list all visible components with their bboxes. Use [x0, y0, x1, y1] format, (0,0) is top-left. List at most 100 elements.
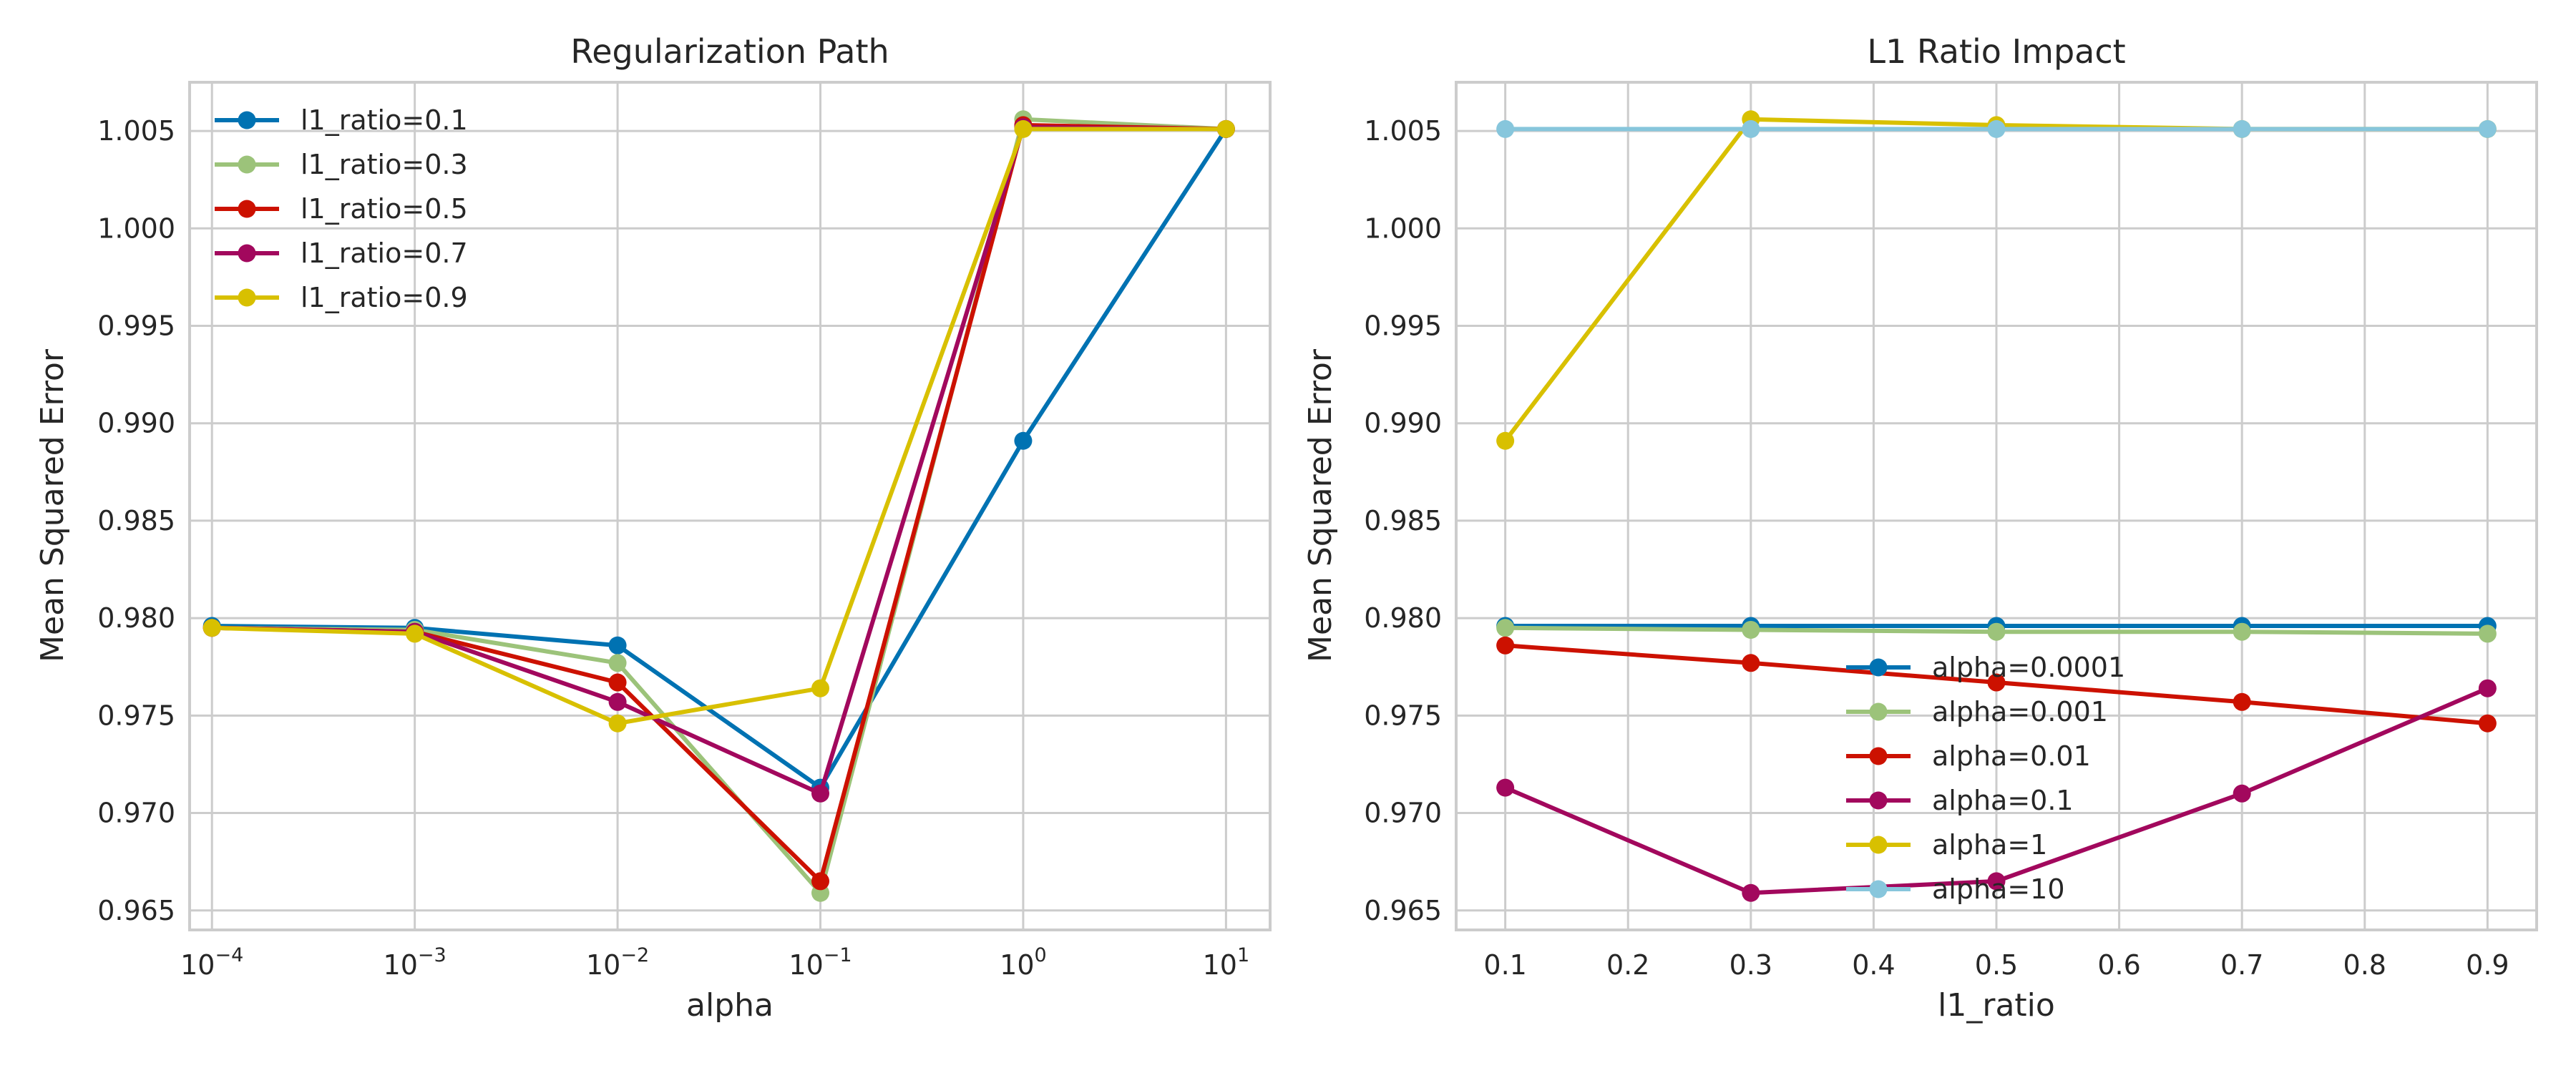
legend-label: alpha=1 — [1932, 829, 2047, 861]
data-point — [1014, 431, 1033, 450]
legend-label: alpha=0.1 — [1932, 785, 2074, 816]
legend-label: alpha=0.001 — [1932, 696, 2108, 727]
legend-swatch-marker — [238, 244, 256, 263]
data-point — [1987, 673, 2006, 692]
legend-label: l1_ratio=0.5 — [301, 193, 468, 225]
legend-swatch-marker — [1869, 880, 1888, 898]
series-line — [1496, 636, 2497, 733]
y-axis-label: Mean Squared Error — [34, 348, 71, 662]
y-tick-label: 0.995 — [1364, 310, 1442, 342]
data-point — [2233, 622, 2251, 641]
y-tick-label: 1.005 — [1364, 115, 1442, 147]
series-line — [1496, 619, 2497, 643]
data-point — [608, 692, 627, 711]
y-tick-label: 0.985 — [1364, 505, 1442, 536]
x-tick-label: 0.5 — [1975, 949, 2018, 981]
x-tick-label: 10−1 — [789, 944, 852, 981]
data-point — [1987, 622, 2006, 641]
x-tick-label: 10−4 — [180, 944, 243, 981]
data-point — [1496, 431, 1515, 450]
x-tick-label: 0.1 — [1483, 949, 1526, 981]
legend-swatch-marker — [1869, 747, 1888, 765]
legend-label: alpha=0.0001 — [1932, 652, 2125, 683]
legend-label: l1_ratio=0.1 — [301, 104, 468, 136]
legend-swatch-marker — [1869, 836, 1888, 854]
series-line — [1496, 119, 2497, 138]
data-point — [811, 784, 830, 803]
legend-item: alpha=0.1 — [1846, 785, 2074, 816]
y-tick-label: 0.970 — [97, 798, 175, 829]
legend-item: l1_ratio=0.9 — [215, 282, 468, 313]
legend-item: l1_ratio=0.1 — [215, 104, 468, 136]
y-tick-label: 0.965 — [97, 895, 175, 926]
data-point — [2478, 624, 2497, 643]
data-point — [608, 636, 627, 655]
data-point — [1496, 119, 1515, 138]
legend-label: alpha=10 — [1932, 873, 2065, 905]
data-point — [2233, 692, 2251, 711]
plot-frame — [1455, 81, 2538, 931]
x-tick-label: 0.4 — [1852, 949, 1895, 981]
legend-swatch-marker — [1869, 702, 1888, 721]
legend-label: l1_ratio=0.9 — [301, 282, 468, 313]
data-point — [811, 679, 830, 697]
data-point — [1014, 119, 1033, 138]
series-path — [212, 127, 1226, 726]
x-axis-label: l1_ratio — [1938, 987, 2055, 1024]
x-tick-label: 0.3 — [1729, 949, 1772, 981]
data-point — [1496, 636, 1515, 655]
data-point — [1987, 119, 2006, 138]
data-point — [608, 654, 627, 672]
data-point — [203, 619, 221, 637]
data-point — [1742, 883, 1760, 902]
y-tick-label: 0.995 — [97, 310, 175, 342]
x-tick-label: 10−3 — [384, 944, 447, 981]
x-tick-label: 101 — [1203, 944, 1250, 981]
legend-item: alpha=0.01 — [1846, 740, 2091, 772]
y-tick-label: 0.965 — [1364, 895, 1442, 926]
y-tick-label: 1.000 — [97, 212, 175, 244]
legend-item: alpha=0.0001 — [1846, 652, 2125, 683]
y-tick-label: 0.980 — [1364, 602, 1442, 634]
y-tick-label: 1.000 — [1364, 212, 1442, 244]
y-tick-label: 0.980 — [97, 602, 175, 634]
legend-item: alpha=1 — [1846, 829, 2047, 861]
legend-swatch-marker — [238, 155, 256, 174]
regularization-path-chart: Regularization Path alpha Mean Squared E… — [34, 32, 1272, 1024]
data-point — [2478, 679, 2497, 697]
legend-label: l1_ratio=0.3 — [301, 149, 468, 180]
chart-title: Regularization Path — [570, 32, 889, 71]
legend-label: alpha=0.01 — [1932, 740, 2091, 772]
y-tick-label: 0.990 — [97, 408, 175, 439]
x-tick-label: 0.8 — [2343, 949, 2386, 981]
legend-item: alpha=0.001 — [1846, 696, 2108, 727]
x-tick-label: 0.9 — [2466, 949, 2509, 981]
data-point — [2478, 714, 2497, 733]
legend-swatch-marker — [238, 288, 256, 307]
data-point — [2233, 784, 2251, 803]
data-point — [1496, 778, 1515, 797]
legend-item: alpha=10 — [1846, 873, 2065, 905]
y-tick-label: 0.975 — [97, 700, 175, 731]
x-tick-label: 100 — [1000, 944, 1047, 981]
y-tick-label: 0.975 — [1364, 700, 1442, 731]
legend-item: l1_ratio=0.5 — [215, 193, 468, 225]
x-axis-label: alpha — [686, 987, 774, 1024]
data-point — [608, 673, 627, 692]
legend-item: l1_ratio=0.3 — [215, 149, 468, 180]
legend-swatch-marker — [1869, 791, 1888, 810]
data-point — [608, 714, 627, 733]
x-tick-label: 0.2 — [1606, 949, 1649, 981]
data-point — [811, 872, 830, 891]
x-tick-label: 0.7 — [2220, 949, 2263, 981]
legend-swatch-marker — [238, 111, 256, 129]
data-point — [1496, 619, 1515, 637]
data-point — [1742, 654, 1760, 672]
data-point — [1216, 119, 1235, 138]
data-point — [1987, 872, 2006, 891]
y-tick-label: 0.990 — [1364, 408, 1442, 439]
legend-swatch-marker — [238, 200, 256, 218]
legend-item: l1_ratio=0.7 — [215, 237, 468, 269]
series-line — [1496, 679, 2497, 902]
